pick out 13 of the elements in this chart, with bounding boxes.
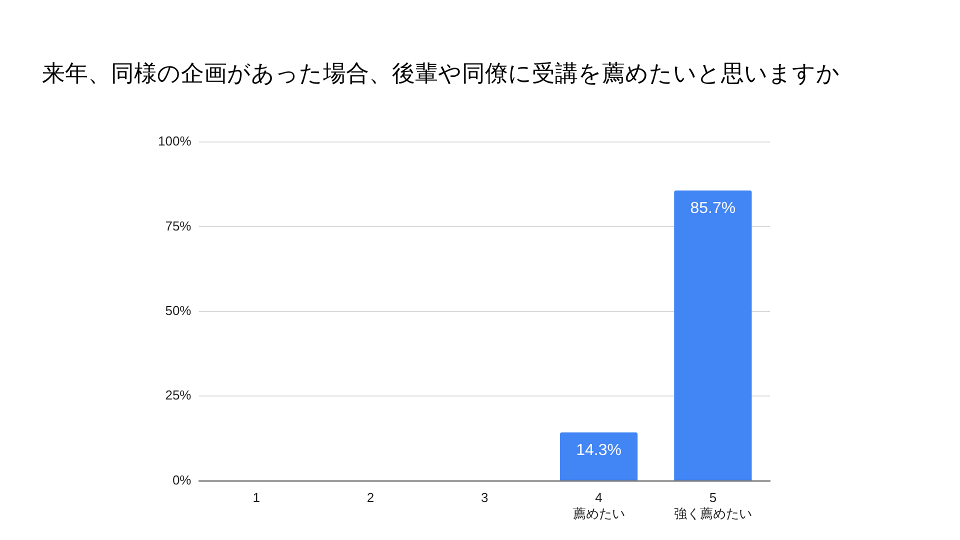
data-label: 85.7% <box>690 200 736 217</box>
x-tick-label: 3 <box>481 490 488 506</box>
y-tick-label: 75% <box>165 218 192 234</box>
y-tick-label: 0% <box>172 472 192 488</box>
chart-title: 来年、同様の企画があった場合、後輩や同僚に受講を薦めたいと思いますか <box>42 60 840 89</box>
y-tick-label: 100% <box>158 134 192 149</box>
y-tick-label: 50% <box>165 302 192 318</box>
y-tick-label: 25% <box>165 388 192 403</box>
x-tick-label: 4 薦めたい <box>572 490 625 521</box>
x-tick-label: 2 <box>366 490 374 506</box>
data-label: 14.3% <box>576 442 622 459</box>
x-tick-label: 5 強く薦めたい <box>674 490 752 521</box>
x-tick-label: 1 <box>252 490 260 506</box>
